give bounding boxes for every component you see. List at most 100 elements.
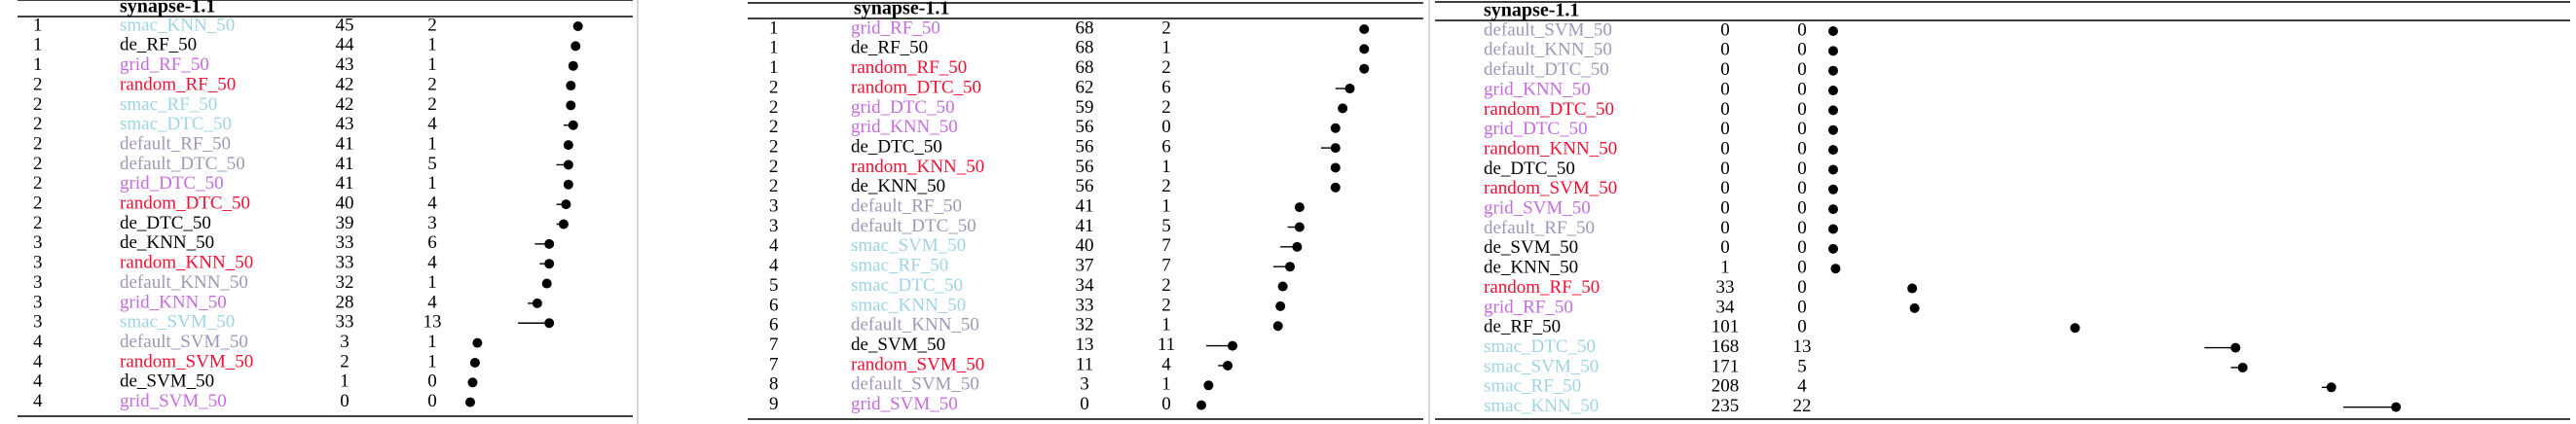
median: 11 bbox=[1076, 354, 1093, 374]
treatment-name: random_KNN_50 bbox=[851, 157, 984, 177]
median-dot bbox=[467, 377, 478, 388]
median-dot bbox=[469, 357, 480, 368]
median-dot bbox=[1203, 380, 1214, 391]
rank: 2 bbox=[769, 117, 779, 137]
median-dot bbox=[544, 238, 555, 249]
median: 0 bbox=[1720, 178, 1730, 198]
treatment-name: random_KNN_50 bbox=[1484, 138, 1617, 159]
median: 56 bbox=[1076, 157, 1094, 177]
median: 33 bbox=[336, 232, 354, 253]
median-dot bbox=[1828, 224, 1838, 234]
treatment-name: de_SVM_50 bbox=[120, 371, 214, 392]
median-dot bbox=[568, 120, 578, 130]
rank: 3 bbox=[33, 312, 43, 333]
median-dot bbox=[561, 199, 571, 210]
rank: 2 bbox=[33, 114, 43, 134]
treatment-name: de_KNN_50 bbox=[120, 232, 214, 253]
treatment-name: grid_KNN_50 bbox=[1484, 79, 1591, 99]
median: 33 bbox=[336, 312, 354, 333]
rank: 6 bbox=[769, 315, 779, 336]
treatment-name: de_DTC_50 bbox=[1484, 159, 1575, 179]
median-dot bbox=[1828, 164, 1838, 175]
median-dot bbox=[1330, 143, 1341, 154]
median-dot bbox=[1828, 46, 1838, 56]
median: 32 bbox=[1076, 315, 1094, 336]
panel-title: synapse-1.1 bbox=[120, 0, 215, 18]
treatment-name: default_SVM_50 bbox=[851, 374, 979, 395]
treatment-name: default_DTC_50 bbox=[120, 154, 245, 174]
treatment-name: random_RF_50 bbox=[120, 74, 236, 94]
iqr: 2 bbox=[1161, 18, 1171, 38]
iqr: 11 bbox=[1158, 335, 1175, 355]
rank: 1 bbox=[769, 18, 779, 38]
rank: 4 bbox=[33, 391, 43, 411]
rank: 2 bbox=[769, 157, 779, 177]
iqr: 0 bbox=[1161, 117, 1171, 137]
rank: 1 bbox=[33, 54, 43, 75]
median: 37 bbox=[1076, 256, 1094, 276]
treatment-name: smac_DTC_50 bbox=[851, 275, 963, 296]
median: 208 bbox=[1711, 376, 1740, 397]
iqr: 0 bbox=[1797, 159, 1807, 179]
median-dot bbox=[465, 397, 475, 407]
median: 0 bbox=[1720, 119, 1730, 139]
rank: 6 bbox=[769, 295, 779, 315]
treatment-name: smac_RF_50 bbox=[120, 94, 217, 115]
median-dot bbox=[1227, 340, 1237, 351]
iqr: 7 bbox=[1161, 256, 1171, 276]
median: 0 bbox=[1720, 40, 1730, 60]
iqr: 2 bbox=[427, 94, 437, 115]
median-dot bbox=[1828, 184, 1838, 194]
rank: 7 bbox=[769, 335, 779, 355]
iqr: 0 bbox=[1797, 79, 1807, 99]
iqr: 6 bbox=[1161, 77, 1171, 97]
median-dot bbox=[1828, 26, 1838, 36]
iqr: 0 bbox=[1797, 198, 1807, 219]
iqr: 0 bbox=[1797, 40, 1807, 60]
rank: 3 bbox=[769, 216, 779, 236]
iqr: 1 bbox=[427, 173, 437, 194]
treatment-name: default_RF_50 bbox=[1484, 218, 1595, 238]
iqr: 0 bbox=[1797, 277, 1807, 298]
iqr: 1 bbox=[1161, 315, 1171, 336]
treatment-name: grid_KNN_50 bbox=[851, 117, 958, 137]
treatment-name: smac_SVM_50 bbox=[851, 235, 966, 256]
median-dot bbox=[472, 337, 483, 348]
median: 43 bbox=[336, 114, 354, 134]
rank: 9 bbox=[769, 394, 779, 414]
rank: 4 bbox=[33, 371, 43, 392]
treatment-name: grid_DTC_50 bbox=[1484, 119, 1588, 139]
median: 68 bbox=[1076, 38, 1094, 58]
treatment-name: random_KNN_50 bbox=[120, 253, 253, 273]
rank: 2 bbox=[769, 77, 779, 97]
median: 0 bbox=[1720, 59, 1730, 80]
treatment-name: default_KNN_50 bbox=[1484, 40, 1612, 60]
median-dot bbox=[2230, 342, 2241, 353]
median-dot bbox=[558, 219, 569, 230]
median: 33 bbox=[336, 253, 354, 273]
iqr: 7 bbox=[1161, 235, 1171, 256]
treatment-name: de_KNN_50 bbox=[851, 176, 945, 196]
treatment-name: de_KNN_50 bbox=[1484, 258, 1578, 278]
median: 33 bbox=[1716, 277, 1735, 298]
rank: 1 bbox=[33, 15, 43, 35]
treatment-name: default_KNN_50 bbox=[851, 315, 979, 336]
iqr: 1 bbox=[427, 133, 437, 154]
median: 0 bbox=[1720, 198, 1730, 219]
median: 3 bbox=[340, 332, 350, 352]
treatment-name: de_RF_50 bbox=[1484, 317, 1561, 337]
median-dot bbox=[1909, 302, 1920, 313]
treatment-name: grid_SVM_50 bbox=[1484, 198, 1591, 219]
median-dot bbox=[572, 21, 583, 31]
median: 41 bbox=[336, 173, 354, 194]
rank: 7 bbox=[769, 354, 779, 374]
median: 34 bbox=[1076, 275, 1095, 296]
iqr: 0 bbox=[1797, 19, 1807, 40]
median: 33 bbox=[1076, 295, 1094, 315]
median-dot bbox=[1359, 63, 1370, 74]
median-dot bbox=[544, 259, 555, 269]
iqr: 6 bbox=[427, 232, 437, 253]
iqr: 6 bbox=[1161, 136, 1171, 157]
